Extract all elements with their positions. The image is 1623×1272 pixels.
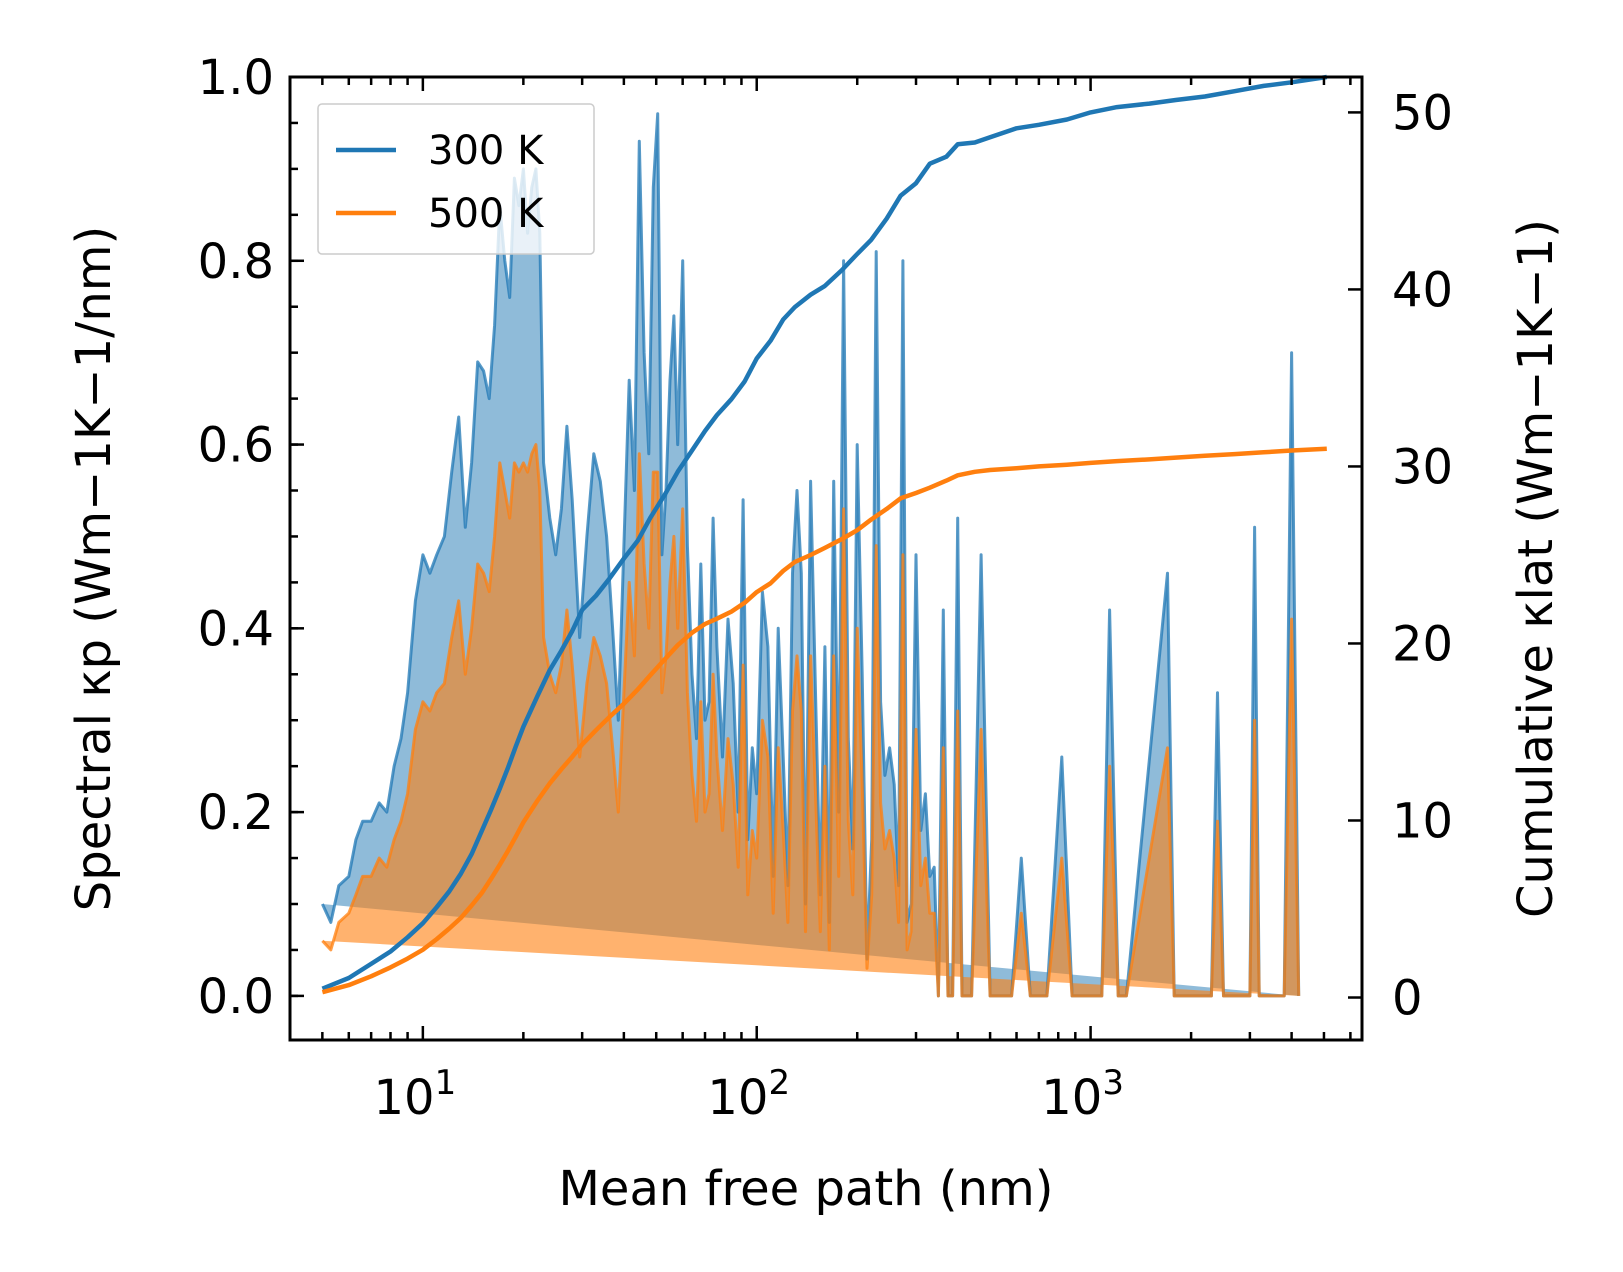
x-tick-label: 102 — [707, 1063, 790, 1126]
y-right-axis-title: Cumulative κlat (Wm−1K−1) — [1508, 219, 1564, 918]
x-tick-label: 103 — [1041, 1063, 1124, 1126]
y-left-axis-title: Spectral κp (Wm−1K−1/nm) — [66, 226, 122, 911]
x-tick-base: 10 — [1041, 1070, 1102, 1126]
y-right-tick-label: 10 — [1392, 793, 1453, 849]
spectral-line-500k — [321, 443, 1301, 998]
legend-box — [317, 103, 595, 255]
x-tick-labels: 101 102 103 — [373, 1063, 1123, 1126]
plot-frame — [288, 75, 1364, 1042]
cumulative-lines — [321, 74, 1328, 995]
x-tick-base: 10 — [373, 1070, 434, 1126]
y-right-tick-label: 30 — [1392, 439, 1453, 495]
y-left-tick-label: 0.0 — [198, 969, 274, 1025]
y-right-tick-label: 50 — [1392, 85, 1453, 141]
y-left-tick-label: 0.2 — [198, 785, 274, 841]
x-tick-label: 101 — [373, 1063, 456, 1126]
axis-ticks — [288, 75, 1362, 1040]
cumulative-line-500k — [321, 446, 1327, 995]
x-tick-base: 10 — [707, 1070, 768, 1126]
x-tick-exponent: 3 — [1102, 1063, 1124, 1103]
y-left-tick-label: 0.6 — [198, 418, 274, 474]
x-axis-title: Mean free path (nm) — [559, 1161, 1054, 1217]
y-left-tick-label: 0.8 — [198, 234, 274, 290]
y-left-tick-label: 0.4 — [198, 601, 274, 657]
x-tick-exponent: 2 — [768, 1063, 790, 1103]
legend-label-300k: 300 K — [428, 128, 545, 174]
y-right-tick-label: 40 — [1392, 262, 1453, 318]
x-tick-exponent: 1 — [435, 1063, 457, 1103]
y-left-tick-labels: 0.0 0.2 0.4 0.6 0.8 1.0 — [198, 50, 274, 1025]
y-left-tick-label: 1.0 — [198, 50, 274, 106]
y-right-tick-label: 0 — [1392, 971, 1423, 1027]
legend: 300 K 500 K — [317, 103, 595, 255]
y-right-tick-labels: 0 10 20 30 40 50 — [1392, 85, 1453, 1026]
y-right-tick-label: 20 — [1392, 616, 1453, 672]
cumulative-line-300k — [321, 74, 1328, 991]
legend-label-500k: 500 K — [428, 191, 545, 237]
